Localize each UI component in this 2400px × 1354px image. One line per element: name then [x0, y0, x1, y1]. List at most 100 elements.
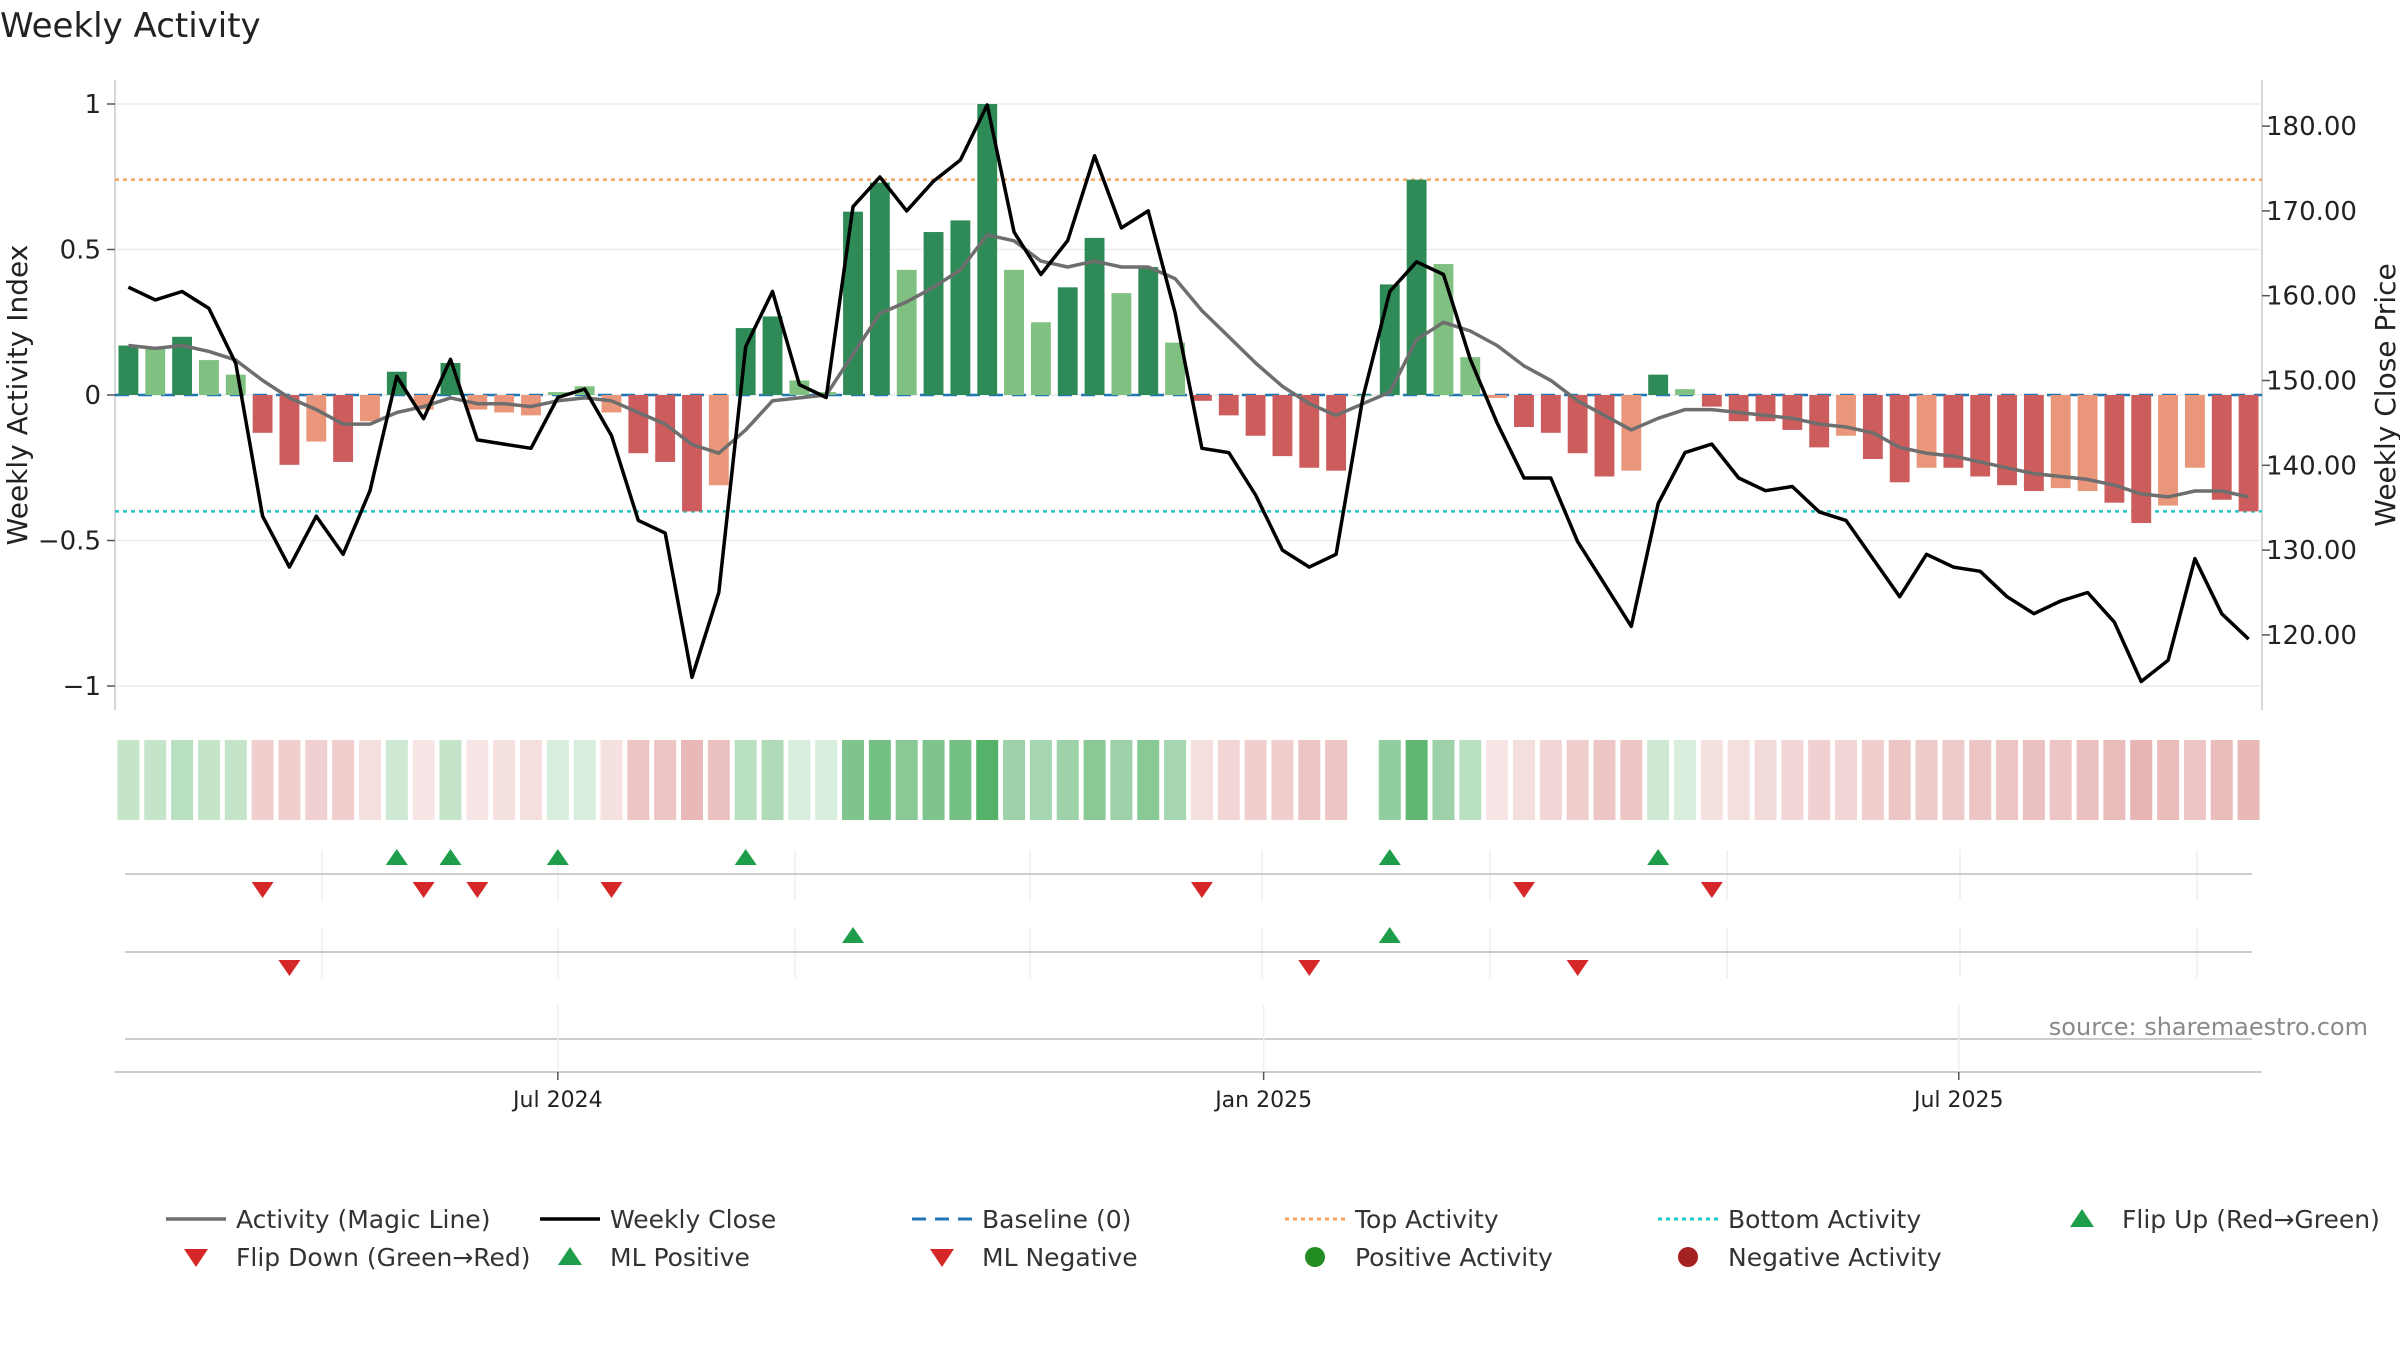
heat-strip-cell	[1459, 740, 1482, 820]
y2-axis-label: Weekly Close Price	[2369, 263, 2400, 526]
heat-strip-cell	[1083, 740, 1106, 820]
heat-strip-cell	[1190, 740, 1213, 820]
activity-bar	[1057, 287, 1078, 395]
y2-tick-label: 170.00	[2266, 197, 2357, 227]
activity-bar	[2104, 395, 2125, 503]
activity-bar	[547, 392, 568, 395]
activity-bar	[1701, 395, 1722, 407]
heat-strip-cell	[1620, 740, 1643, 820]
heat-strip-cell	[815, 740, 838, 820]
legend-label: ML Negative	[982, 1243, 1138, 1272]
activity-bar	[1030, 322, 1051, 395]
legend-swatch	[1305, 1247, 1325, 1267]
ml-negative-marker	[1298, 960, 1321, 976]
activity-bar	[1245, 395, 1266, 436]
y2-tick-label: 120.00	[2266, 621, 2357, 651]
heat-strip-cell	[1700, 740, 1723, 820]
legend-swatch	[2070, 1209, 2094, 1227]
heat-strip-cell	[197, 740, 220, 820]
activity-bar	[1326, 395, 1347, 471]
heat-strip-cell	[1137, 740, 1160, 820]
heat-strip-cell	[1164, 740, 1187, 820]
activity-bar	[1916, 395, 1937, 468]
heat-strip-cell	[1942, 740, 1965, 820]
heat-strip-cell	[2103, 740, 2126, 820]
heat-strip-cell	[439, 740, 462, 820]
legend-label: Activity (Magic Line)	[236, 1205, 490, 1234]
heat-strip-cell	[117, 740, 140, 820]
y-tick-label: −0.5	[38, 527, 101, 557]
heat-strip-cell	[600, 740, 623, 820]
activity-bar	[306, 395, 327, 442]
ml-positive-marker	[842, 927, 865, 943]
heat-strip-cell	[1969, 740, 1992, 820]
heat-strip-cell	[707, 740, 730, 820]
heat-strip-cell	[358, 740, 381, 820]
heat-strip-cell	[895, 740, 918, 820]
y-tick-label: 0.5	[60, 236, 101, 266]
legend-item: Top Activity	[1285, 1205, 1499, 1234]
activity-bar	[225, 374, 246, 395]
activity-bar	[1970, 395, 1991, 477]
heat-strip-cell	[1996, 740, 2019, 820]
heat-strip-cell	[922, 740, 945, 820]
magic-line-series	[128, 233, 2249, 499]
activity-bar	[1943, 395, 1964, 468]
heat-strip-cell	[251, 740, 274, 820]
activity-bar	[2023, 395, 2044, 492]
legend-label: Top Activity	[1354, 1205, 1499, 1234]
legend-label: ML Positive	[610, 1243, 750, 1272]
y2-tick-label: 150.00	[2266, 367, 2357, 397]
flip-up-marker	[1647, 849, 1670, 865]
activity-bar	[172, 336, 193, 395]
activity-bar	[628, 395, 649, 454]
activity-bar	[762, 316, 783, 395]
heat-strip-cell	[2076, 740, 2099, 820]
activity-bar	[2050, 395, 2071, 489]
activity-bar	[1004, 269, 1024, 395]
flip-down-marker	[1190, 882, 1213, 898]
legend-item: Flip Up (Red→Green)	[2070, 1205, 2380, 1234]
activity-bar	[1594, 395, 1615, 477]
legend-item: Positive Activity	[1305, 1243, 1553, 1272]
activity-bar	[199, 360, 219, 395]
heat-strip-cell	[868, 740, 891, 820]
ml-positive-marker	[1378, 927, 1401, 943]
y-tick-label: 0	[84, 381, 101, 411]
weekly-close-series	[127, 103, 2250, 684]
heat-strip-cell	[1861, 740, 1884, 820]
ml-negative-marker	[1566, 960, 1589, 976]
source-credit: source: sharemaestro.com	[2049, 1013, 2368, 1041]
ml-negative-marker	[278, 960, 301, 976]
heat-strip-cell	[1244, 740, 1267, 820]
activity-bar	[896, 269, 917, 395]
x-tick-label: Jan 2025	[1213, 1088, 1312, 1113]
heat-strip-cell	[1217, 740, 1240, 820]
heat-strip-cell	[1298, 740, 1321, 820]
heat-strip-cell	[788, 740, 811, 820]
y-tick-label: −1	[63, 672, 101, 702]
activity-bar	[118, 345, 139, 395]
heat-strip-cell	[1647, 740, 1670, 820]
heat-strip-cell	[1781, 740, 1804, 820]
legend-swatch	[930, 1249, 954, 1267]
heat-strip-cell	[171, 740, 194, 820]
heat-strip-cell	[412, 740, 435, 820]
flip-up-marker	[1378, 849, 1401, 865]
heat-strip-cell	[493, 740, 516, 820]
y2-tick-label: 180.00	[2266, 112, 2357, 142]
legend-item: ML Positive	[558, 1243, 750, 1272]
heat-strip-cell	[2210, 740, 2233, 820]
y2-tick-label: 140.00	[2266, 451, 2357, 481]
activity-bar	[1487, 395, 1508, 398]
activity-bar	[1433, 264, 1454, 395]
heat-strip-cell	[1915, 740, 1938, 820]
heat-strip-cell	[466, 740, 489, 820]
heat-strip-cell	[546, 740, 569, 820]
legend-label: Bottom Activity	[1728, 1205, 1921, 1234]
heat-strip-cell	[2237, 740, 2260, 820]
legend-swatch	[184, 1249, 208, 1267]
legend-swatch	[1678, 1247, 1698, 1267]
